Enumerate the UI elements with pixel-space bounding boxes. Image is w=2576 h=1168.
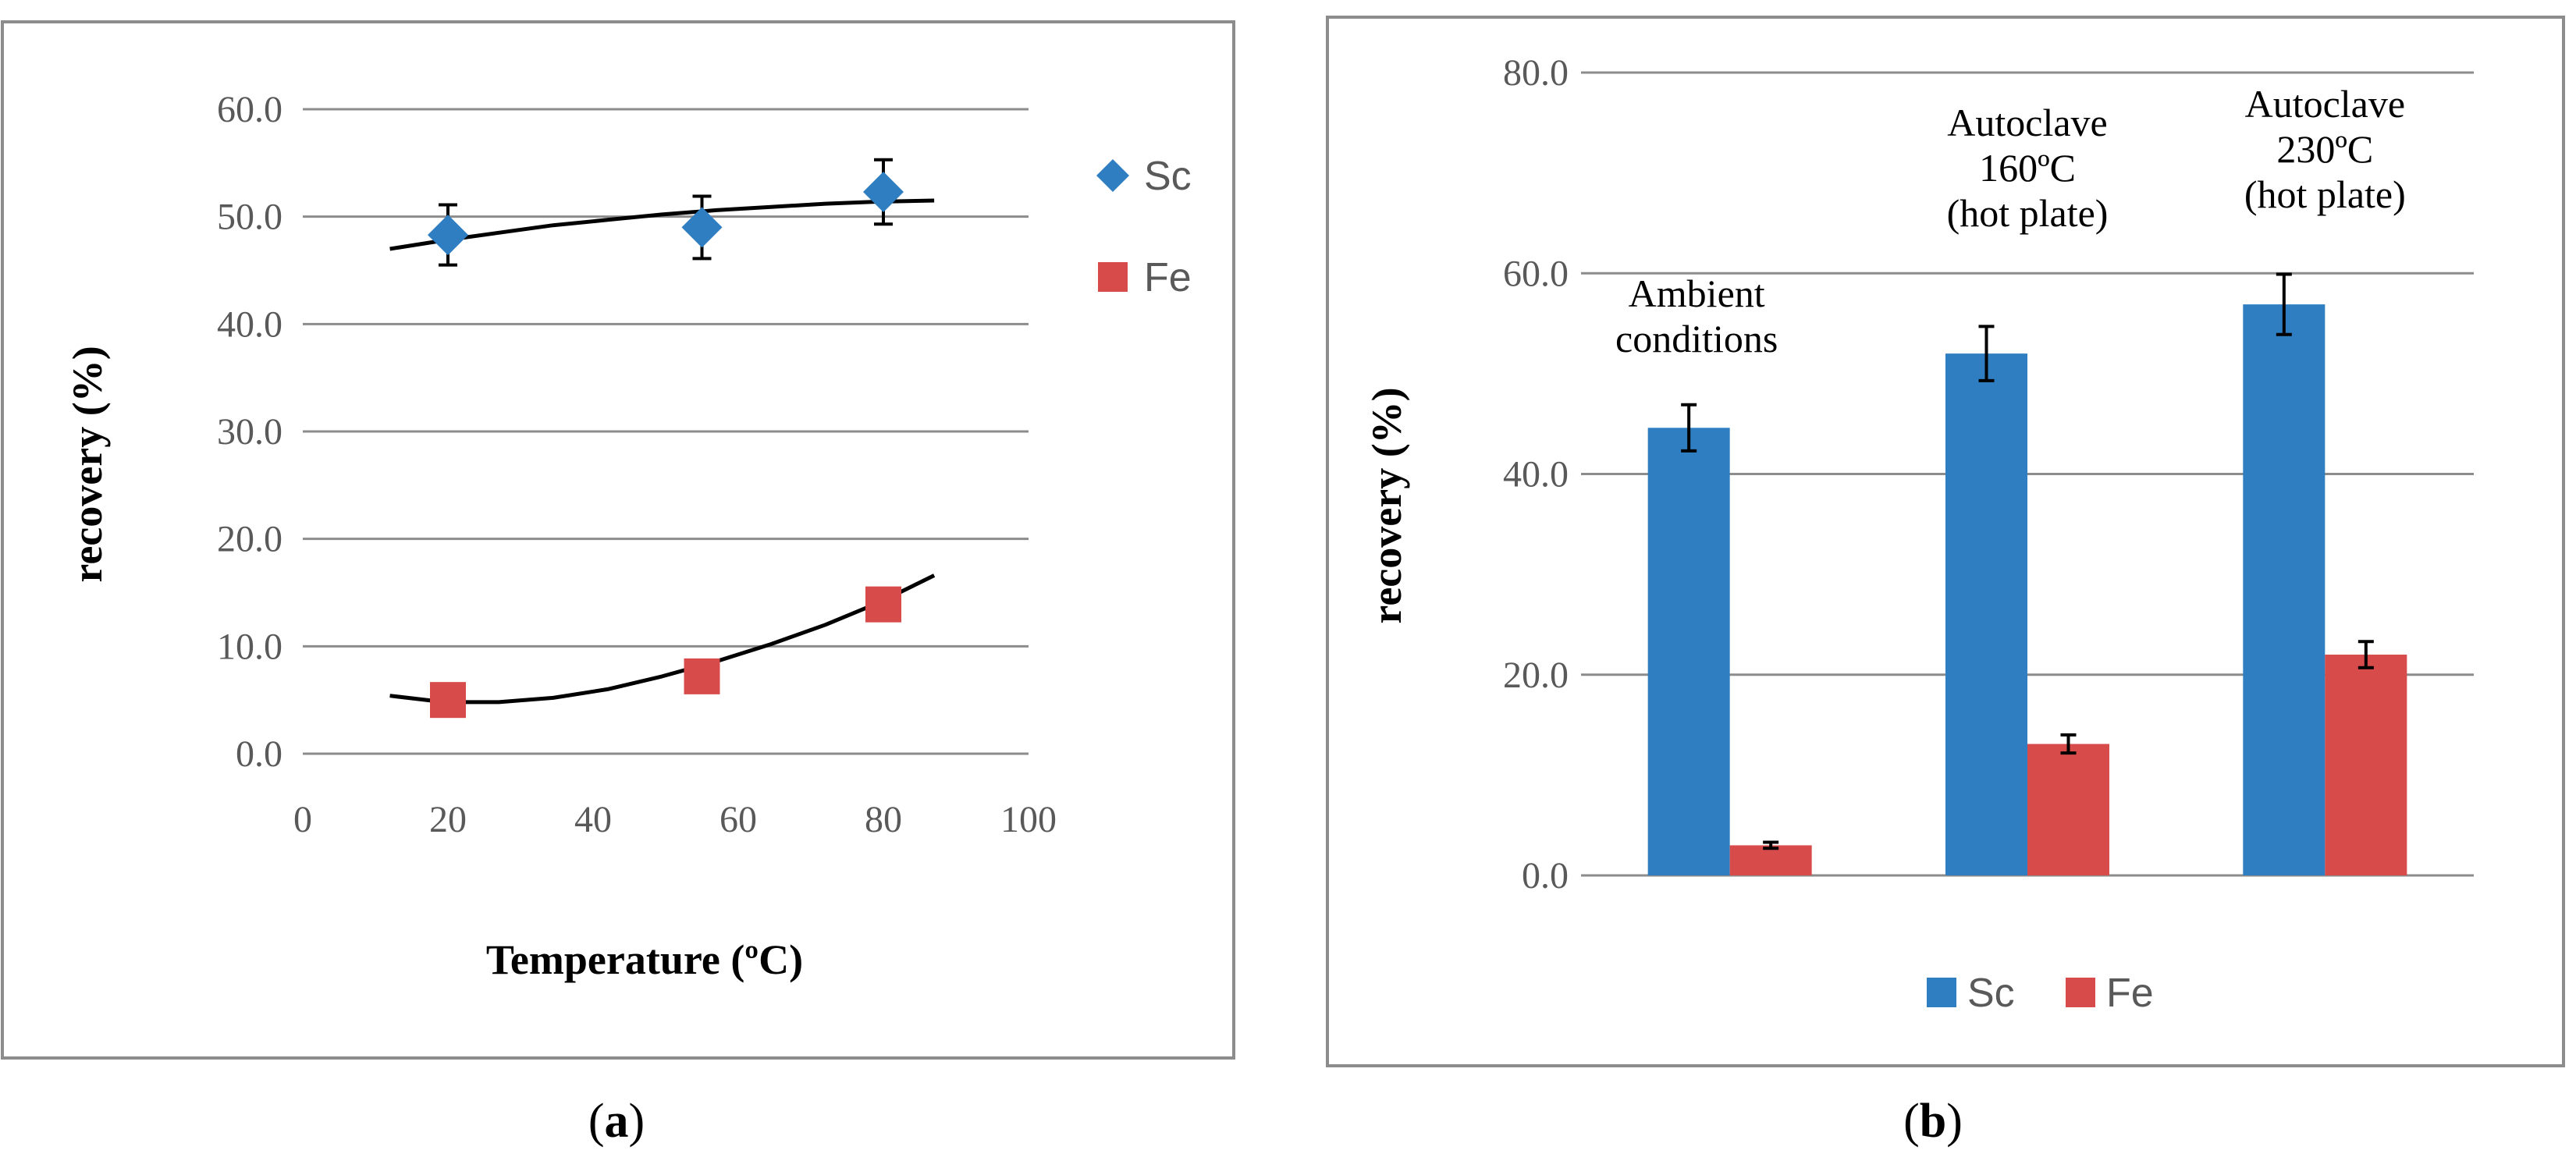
chart-a-markers [428,172,904,719]
chart-b-y-tick-labels: 0.0 20.0 40.0 60.0 80.0 [1503,52,1569,896]
chart-a-trendlines [389,198,936,705]
chart-b-y-axis-label: recovery (%) [1363,387,1410,623]
point-Fe [865,586,901,623]
legend-swatch-Sc [1927,978,1956,1007]
point-Sc [863,172,904,213]
y-tick-label: 20.0 [1503,655,1569,696]
legend-label-Sc: Sc [1967,971,2015,1016]
y-tick-label: 60.0 [1503,253,1569,294]
trendline-Sc [389,198,935,251]
chart-b-category-labels: Ambient conditions Autoclave 160ºC (hot plat… [1615,82,2406,360]
category-label: Autoclave 230ºC (hot plate) [2244,82,2406,216]
chart-a-y-tick-labels: 0.0 10.0 20.0 30.0 40.0 50.0 60.0 [217,89,282,775]
x-tick-label: 0 [293,799,312,840]
legend-label-Sc: Sc [1144,154,1192,199]
y-tick-label: 60.0 [217,89,282,130]
y-tick-label: 40.0 [1503,454,1569,495]
y-tick-label: 40.0 [217,304,282,345]
bar-Sc [1647,428,1730,875]
legend-marker-Sc [1096,159,1129,192]
chart-b-legend: Sc Fe [1927,971,2154,1016]
trendline-Fe [389,573,936,705]
legend-marker-Fe [1098,262,1128,292]
point-Fe [430,682,466,719]
y-tick-label: 0.0 [236,733,282,775]
chart-b-error-bars [1681,272,2374,850]
chart-b: 0.0 20.0 40.0 60.0 80.0 Ambient conditions Aut… [1326,16,2565,1067]
chart-a-x-tick-labels: 0 20 40 60 80 100 [293,799,1057,840]
panel-b-label: (b) [1903,1095,1963,1148]
y-tick-label: 10.0 [217,626,282,667]
bar-Fe [1729,845,1812,875]
y-tick-label: 50.0 [217,197,282,238]
legend-swatch-Fe [2066,978,2095,1007]
x-tick-label: 60 [720,799,757,840]
chart-b-bars [1647,304,2407,875]
point-Sc [428,215,468,256]
category-label: Autoclave 160ºC (hot plate) [1947,101,2109,235]
y-tick-label: 80.0 [1503,52,1569,94]
x-tick-label: 20 [429,799,467,840]
bar-Fe [2027,744,2109,875]
category-label: Ambient conditions [1615,272,1778,360]
y-tick-label: 30.0 [217,411,282,453]
point-Fe [684,658,720,694]
panel-a-label: (a) [588,1095,645,1148]
point-Sc [681,207,723,248]
bar-Sc [1945,353,2027,875]
legend-label-Fe: Fe [2106,971,2154,1016]
chart-a-legend: Sc Fe [1096,154,1192,300]
x-tick-label: 80 [865,799,902,840]
x-tick-label: 40 [574,799,612,840]
y-tick-label: 20.0 [217,519,282,560]
bar-Sc [2243,304,2326,875]
bar-Fe [2325,655,2407,875]
legend-label-Fe: Fe [1144,255,1192,300]
chart-a-x-axis-label: Temperature (ºC) [486,936,803,983]
x-tick-label: 100 [1000,799,1057,840]
chart-a-gridlines [303,108,1029,755]
chart-a-y-axis-label: recovery (%) [64,346,111,582]
chart-a: 0.0 10.0 20.0 30.0 40.0 50.0 60.0 0 20 40 60 80 100… [1,20,1235,1060]
y-tick-label: 0.0 [1522,855,1569,896]
